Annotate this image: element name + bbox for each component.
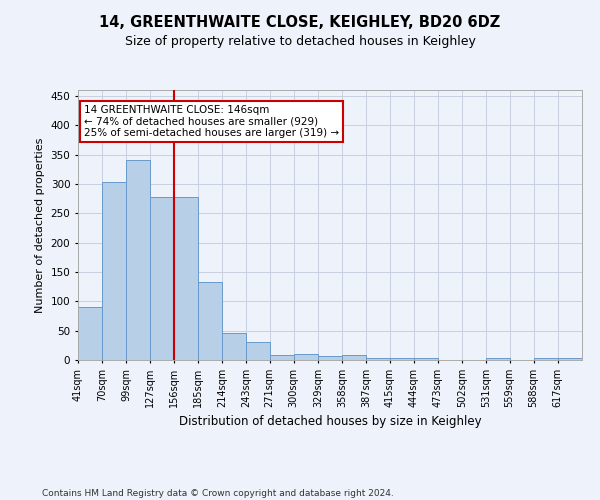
Bar — [246, 342, 269, 360]
Bar — [294, 354, 318, 360]
Bar — [486, 358, 509, 360]
X-axis label: Distribution of detached houses by size in Keighley: Distribution of detached houses by size … — [179, 416, 481, 428]
Bar — [318, 356, 342, 360]
Bar — [127, 160, 149, 360]
Bar — [389, 358, 414, 360]
Bar — [533, 358, 558, 360]
Text: Size of property relative to detached houses in Keighley: Size of property relative to detached ho… — [125, 35, 475, 48]
Bar — [78, 307, 102, 360]
Bar — [558, 358, 582, 360]
Bar — [174, 198, 198, 360]
Bar — [366, 358, 389, 360]
Bar — [222, 333, 246, 360]
Bar — [149, 198, 174, 360]
Bar — [198, 282, 222, 360]
Bar — [342, 356, 366, 360]
Y-axis label: Number of detached properties: Number of detached properties — [35, 138, 45, 312]
Bar — [414, 358, 438, 360]
Text: 14 GREENTHWAITE CLOSE: 146sqm
← 74% of detached houses are smaller (929)
25% of : 14 GREENTHWAITE CLOSE: 146sqm ← 74% of d… — [84, 104, 339, 138]
Bar — [269, 354, 294, 360]
Text: Contains HM Land Registry data © Crown copyright and database right 2024.: Contains HM Land Registry data © Crown c… — [42, 488, 394, 498]
Bar — [102, 182, 127, 360]
Text: 14, GREENTHWAITE CLOSE, KEIGHLEY, BD20 6DZ: 14, GREENTHWAITE CLOSE, KEIGHLEY, BD20 6… — [100, 15, 500, 30]
